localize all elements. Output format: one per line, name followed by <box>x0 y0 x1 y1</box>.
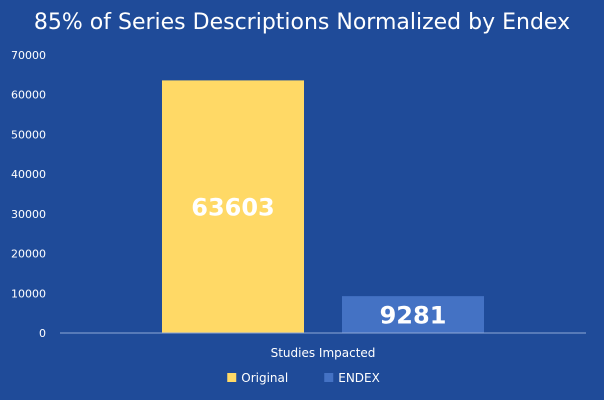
legend: Original ENDEX <box>227 371 380 385</box>
data-label-original: 63603 <box>191 194 275 222</box>
x-category-label: Studies Impacted <box>271 346 376 360</box>
legend-swatch-original <box>227 373 237 382</box>
bars: 63603 9281 <box>162 80 484 333</box>
bar-endex <box>342 296 484 333</box>
legend-label-endex: ENDEX <box>338 371 380 385</box>
y-tick-label: 0 <box>39 327 46 340</box>
legend-swatch-endex <box>324 373 334 382</box>
y-tick-label: 70000 <box>11 49 46 62</box>
y-axis: 0 10000 20000 30000 40000 50000 60000 70000 <box>11 49 46 340</box>
legend-label-original: Original <box>241 371 288 385</box>
chart-title: 85% of Series Descriptions Normalized by… <box>33 10 571 35</box>
y-tick-label: 60000 <box>11 89 46 102</box>
data-label-endex: 9281 <box>380 302 447 330</box>
y-tick-label: 10000 <box>11 287 46 300</box>
x-axis-categories: Studies Impacted <box>271 346 376 360</box>
y-tick-label: 50000 <box>11 128 46 141</box>
y-tick-label: 20000 <box>11 248 46 261</box>
bar-original <box>162 80 304 333</box>
y-tick-label: 30000 <box>11 208 46 221</box>
y-tick-label: 40000 <box>11 168 46 181</box>
